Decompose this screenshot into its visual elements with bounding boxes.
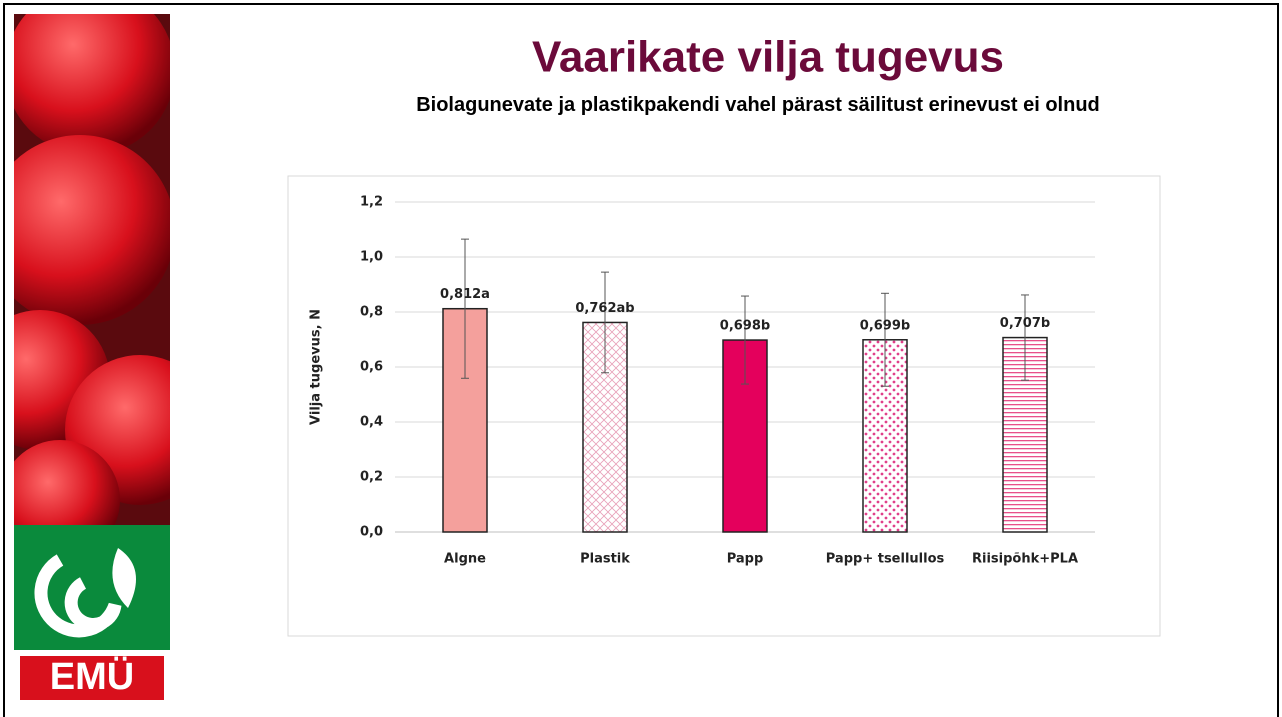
data-label: 0,699b	[860, 318, 910, 333]
y-tick-label: 0,6	[360, 360, 383, 375]
y-tick-label: 1,2	[360, 195, 383, 210]
slide-border	[3, 3, 1279, 717]
data-label: 0,698b	[720, 319, 770, 334]
x-tick-label: Papp	[727, 552, 764, 567]
raspberry-image	[14, 14, 170, 525]
x-tick-label: Algne	[444, 552, 486, 567]
x-tick-label: Papp+ tsellullos	[826, 552, 945, 567]
error-bar	[881, 292, 889, 387]
error-bar	[601, 271, 609, 374]
data-label: 0,812a	[440, 287, 490, 302]
error-bar	[1021, 294, 1029, 381]
logo: EMÜ	[14, 525, 170, 704]
y-axis-label: Vilja tugevus, N	[309, 309, 324, 425]
y-tick-label: 0,2	[360, 470, 383, 485]
subtitle-box: Biolagunevate ja plastikpakendi vahel pä…	[416, 94, 1100, 116]
y-tick-label: 0,0	[360, 525, 383, 540]
error-bar	[741, 295, 749, 385]
error-bar	[461, 238, 469, 379]
logo-text: EMÜ	[50, 655, 134, 698]
data-label: 0,707b	[1000, 316, 1050, 331]
x-tick-label: Plastik	[580, 552, 630, 567]
subtitle: Biolagunevate ja plastikpakendi vahel pä…	[416, 94, 1100, 116]
y-tick-label: 0,4	[360, 415, 383, 430]
y-tick-label: 1,0	[360, 250, 383, 265]
title: Vaarikate vilja tugevus	[532, 33, 1004, 82]
y-tick-label: 0,8	[360, 305, 383, 320]
x-tick-label: Riisipõhk+PLA	[972, 552, 1078, 567]
data-label: 0,762ab	[575, 301, 634, 316]
